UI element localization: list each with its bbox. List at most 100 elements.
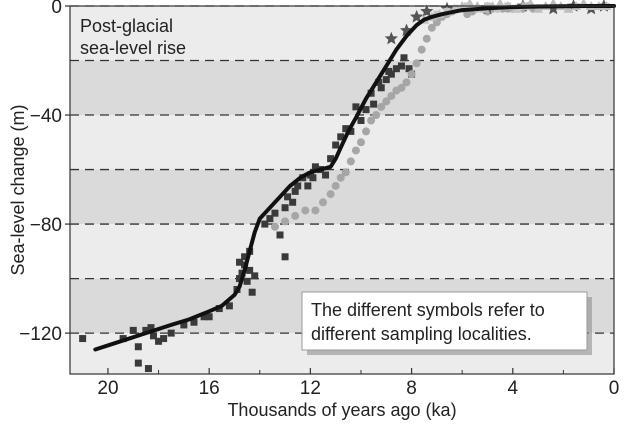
data-point-square (142, 326, 150, 334)
data-point-square (225, 302, 233, 310)
x-tick-label: 0 (609, 378, 620, 399)
data-point-square (129, 326, 137, 334)
data-point-circle (326, 190, 335, 199)
data-point-square (397, 62, 405, 70)
data-point-square (200, 313, 208, 321)
annotation-line1: The different symbols refer to (311, 300, 545, 320)
data-point-square (248, 288, 256, 296)
data-point-square (144, 365, 152, 373)
data-point-star (399, 23, 414, 37)
data-point-square (134, 343, 142, 351)
data-point-square (357, 116, 365, 124)
background-band (70, 60, 614, 116)
data-point-square (304, 182, 312, 190)
x-tick-label: 8 (406, 378, 417, 399)
data-point-circle (427, 23, 436, 32)
data-point-square (155, 337, 163, 345)
data-point-square (377, 84, 385, 92)
chart-title: Post-glacial (80, 16, 173, 36)
data-point-square (190, 318, 198, 326)
data-point-square (370, 100, 378, 108)
data-point-square (294, 182, 302, 190)
data-point-square (271, 209, 279, 217)
data-point-square (291, 187, 299, 195)
data-point-square (405, 65, 413, 73)
data-point-square (311, 163, 319, 171)
y-tick-label: 0 (51, 0, 62, 18)
data-point-square (362, 106, 370, 114)
data-point-circle (346, 157, 355, 166)
data-point-star (420, 4, 434, 18)
data-point-square (289, 198, 297, 206)
data-point-circle (387, 91, 396, 100)
data-point-square (281, 204, 289, 212)
data-point-circle (291, 211, 300, 220)
data-point-square (327, 155, 335, 163)
x-axis-ticks: 20 16 12 8 4 0 (97, 368, 619, 399)
data-point-circle (422, 34, 431, 43)
data-point-square (309, 174, 317, 182)
data-point-square (243, 277, 251, 285)
y-tick-label: −120 (19, 324, 62, 345)
background-band (70, 6, 614, 61)
data-point-square (387, 70, 395, 78)
data-point-circle (382, 97, 391, 106)
data-point-square (284, 193, 292, 201)
data-point-circle (362, 127, 371, 136)
y-tick-label: −80 (30, 215, 62, 236)
data-point-square (236, 275, 244, 283)
data-point-circle (301, 206, 310, 215)
data-point-square (347, 127, 355, 135)
data-point-square (281, 253, 289, 261)
y-axis-ticks: 0 −40 −80 −120 (19, 0, 70, 345)
data-point-square (236, 258, 244, 266)
data-point-star (384, 31, 398, 45)
chart-title-line2: sea-level rise (80, 38, 186, 58)
data-point-square (246, 266, 254, 274)
background-band (70, 224, 614, 279)
data-point-circle (331, 181, 340, 190)
data-point-circle (412, 59, 421, 68)
data-point-square (149, 332, 157, 340)
data-point-square (332, 141, 340, 149)
data-point-square (337, 133, 345, 141)
data-point-circle (367, 116, 376, 125)
data-point-square (276, 231, 284, 239)
data-point-circle (377, 102, 386, 111)
x-tick-label: 12 (300, 378, 321, 399)
annotation-box (301, 291, 588, 351)
data-point-square (180, 321, 188, 329)
data-point-square (79, 335, 87, 343)
data-point-square (322, 171, 330, 179)
data-point-circle (397, 83, 406, 92)
data-point-circle (372, 111, 381, 120)
data-point-square (261, 220, 269, 228)
data-point-square (400, 54, 408, 62)
data-point-circle (336, 173, 345, 182)
data-point-square (167, 329, 175, 337)
data-point-circle (417, 45, 426, 54)
data-point-light-square (453, 5, 461, 13)
data-point-square (205, 313, 213, 321)
annotation-line2: different sampling localities. (311, 324, 532, 344)
data-point-circle (319, 198, 328, 207)
data-point-circle (402, 78, 411, 87)
x-axis-title: Thousands of years ago (ka) (227, 400, 456, 420)
data-point-square (160, 335, 168, 343)
x-tick-label: 16 (199, 378, 220, 399)
sea-level-curve (93, 4, 616, 352)
data-point-circle (311, 206, 320, 215)
y-axis-title: Sea-level change (m) (8, 104, 28, 275)
data-point-star (410, 9, 424, 23)
data-point-square (251, 272, 259, 280)
data-point-square (241, 253, 249, 261)
data-point-square (352, 103, 360, 111)
x-tick-label: 4 (508, 378, 519, 399)
data-point-square (375, 78, 383, 86)
data-point-square (392, 65, 400, 73)
y-tick-label: −40 (30, 106, 62, 127)
data-point-square (147, 324, 155, 332)
data-point-square (134, 359, 142, 367)
data-point-circle (341, 168, 350, 177)
